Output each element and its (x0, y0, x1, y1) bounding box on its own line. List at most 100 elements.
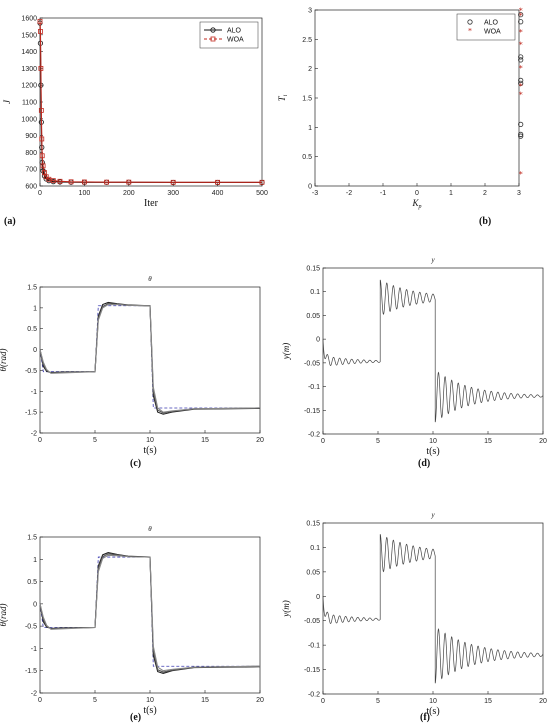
legend-box (456, 13, 516, 41)
x-tick-label: 15 (484, 698, 492, 705)
y-tick-label: 0.15 (306, 266, 320, 273)
y-tick-label: -0.5 (25, 368, 37, 375)
y-tick-label: 0 (308, 184, 312, 191)
x-tick-label: 5 (376, 438, 380, 445)
point-woa: * (519, 64, 523, 73)
panel-d: 0 5 10 15 20 -0.2 -0.15 -0.1 -0.05 0 0.05 0.1 0.15 t(… (275, 250, 550, 460)
x-tick-label: 10 (429, 698, 437, 705)
caption-a: (a) (4, 216, 16, 227)
x-tick-label: 10 (429, 438, 437, 445)
y-tick-label: 1400 (21, 49, 37, 56)
series-line-response (322, 279, 544, 423)
x-axis-label: t(s) (426, 706, 439, 717)
x-tick-label: 0 (321, 698, 325, 705)
point-woa (104, 179, 109, 185)
y-tick-label: 0 (316, 337, 320, 344)
x-tick-label: 20 (256, 437, 264, 444)
y-tick-label: 1200 (21, 83, 37, 90)
y-tick-label: -0.05 (304, 360, 320, 367)
chart-title: y (430, 256, 435, 264)
point-woa (39, 136, 45, 142)
point-woa (43, 174, 49, 180)
y-tick-label: -0.1 (308, 384, 320, 391)
y-tick-label: -0.15 (304, 667, 320, 674)
point-alo (518, 121, 524, 128)
x-tick-label: 15 (201, 437, 209, 444)
chart-f: 0 5 10 15 20 -0.2 -0.15 -0.1 -0.05 0 0.05 0.1 0.15 t(… (281, 511, 547, 717)
x-axis-label: t(s) (143, 705, 156, 716)
y-tick-label: 1000 (21, 116, 37, 123)
point-woa: * (519, 170, 523, 179)
x-tick-label: 2 (483, 190, 487, 197)
y-tick-label: -0.15 (304, 408, 320, 415)
point-alo (518, 77, 524, 84)
y-tick-label: 1.5 (27, 285, 37, 292)
x-tick-label: 0 (38, 437, 42, 444)
x-axis-label: Iter (144, 198, 159, 209)
chart-title: y (430, 511, 435, 519)
panel-b: -3 -2 -1 0 1 2 3 0 0.5 1 1.5 2 2.5 3 Kp Ti * * * * * * * * ALO * W… (275, 0, 550, 210)
point-alo (518, 57, 524, 63)
series-line-woa (39, 21, 262, 183)
chart-d: 0 5 10 15 20 -0.2 -0.15 -0.1 -0.05 0 0.05 0.1 0.15 t(… (281, 256, 547, 457)
point-woa (57, 178, 63, 184)
caption-c: (c) (130, 458, 142, 469)
chart-title: θ (148, 525, 152, 533)
y-tick-label: -0.05 (304, 618, 320, 625)
y-tick-label: 1100 (22, 100, 37, 107)
y-axis-label: y(m) (281, 343, 291, 361)
x-tick-label: 10 (146, 697, 154, 704)
y-tick-label: 3 (308, 8, 312, 15)
point-woa (46, 176, 52, 182)
point-woa: * (519, 11, 523, 20)
y-axis-label: θ(rad) (0, 604, 8, 627)
y-tick-label: -2 (31, 691, 37, 698)
y-tick-label: 1 (33, 305, 37, 312)
x-tick-label: 200 (123, 190, 135, 197)
x-tick-label: 15 (484, 438, 492, 445)
y-tick-label: 2.5 (302, 37, 312, 44)
chart-c: 0 5 10 15 20 -2 -1.5 -1 -0.5 0 0.5 1 1.5 t(s) θ(rad) θ (0, 275, 264, 456)
point-woa (259, 179, 265, 185)
point-alo (518, 54, 524, 60)
chart-title: θ (148, 275, 152, 283)
point-woa (215, 179, 221, 185)
y-tick-label: -0.5 (25, 624, 37, 631)
point-woa (82, 179, 87, 185)
y-tick-label: 900 (25, 133, 37, 140)
point-woa (50, 178, 56, 184)
panel-a: 0 100 200 300 400 500 600 700 800 900 1000 1100 1200… (0, 0, 275, 210)
point-alo (518, 12, 524, 18)
x-tick-label: 20 (539, 438, 547, 445)
y-tick-label: -0.2 (308, 692, 320, 699)
y-tick-label: 800 (25, 150, 37, 157)
x-axis-label: Kp (411, 198, 421, 210)
legend-marker: * (468, 27, 472, 36)
x-tick-label: 300 (167, 190, 179, 197)
point-woa (38, 66, 44, 71)
y-tick-label: 0 (33, 347, 37, 354)
y-tick-label: 1300 (21, 66, 37, 73)
caption-e: (e) (130, 712, 142, 723)
point-woa (38, 29, 43, 34)
x-tick-label: 0 (38, 190, 42, 197)
x-tick-label: 1 (449, 190, 453, 197)
point-woa: * (519, 7, 523, 16)
point-woa: * (519, 41, 523, 50)
point-woa (68, 179, 74, 185)
y-tick-label: 2 (308, 66, 312, 73)
x-tick-label: 0 (38, 697, 42, 704)
y-tick-label: 0.5 (27, 326, 37, 333)
series-line-reference (39, 305, 260, 409)
legend-label: ALO (227, 28, 242, 35)
series-line-response-3 (39, 554, 261, 672)
y-tick-label: -0.1 (308, 643, 320, 650)
y-tick-label: 1 (33, 557, 37, 564)
point-woa: * (519, 82, 523, 91)
y-axis-label: J (2, 99, 12, 104)
x-tick-label: 15 (201, 697, 209, 704)
chart-a: 0 100 200 300 400 500 600 700 800 900 1000 1100 1200… (2, 16, 268, 210)
point-woa: * (519, 91, 523, 100)
x-tick-label: 5 (93, 697, 97, 704)
